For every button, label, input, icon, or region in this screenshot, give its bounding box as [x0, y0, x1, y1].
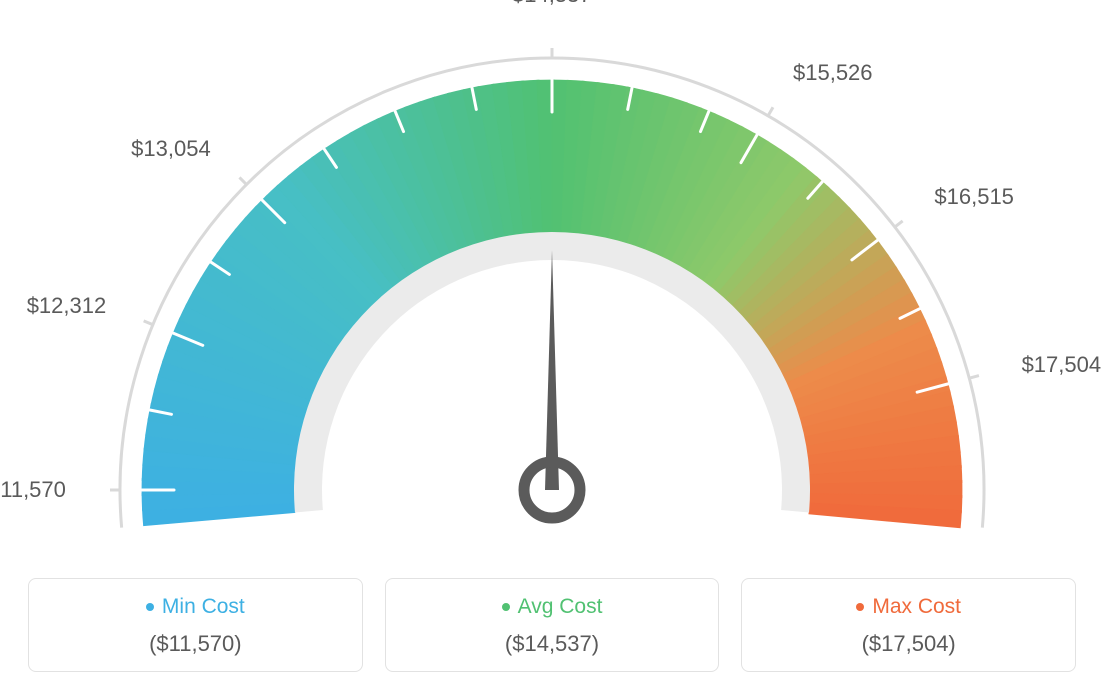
gauge-tick-label: $11,570	[0, 477, 66, 503]
cost-gauge-chart: $11,570 $12,312 $13,054 $14,537 $15,526 $16,5…	[0, 0, 1104, 540]
legend-card-max: Max Cost ($17,504)	[741, 578, 1076, 672]
legend-title-min: Min Cost	[146, 595, 245, 619]
legend-card-avg: Avg Cost ($14,537)	[385, 578, 720, 672]
legend-title-avg: Avg Cost	[502, 595, 603, 619]
legend-card-min: Min Cost ($11,570)	[28, 578, 363, 672]
legend-value-min: ($11,570)	[39, 631, 352, 657]
legend-value-max: ($17,504)	[752, 631, 1065, 657]
legend-row: Min Cost ($11,570) Avg Cost ($14,537) Ma…	[0, 578, 1104, 672]
gauge-tick-label: $15,526	[793, 60, 873, 86]
gauge-tick-label: $17,504	[1022, 352, 1102, 378]
gauge-svg	[0, 0, 1104, 540]
legend-value-avg: ($14,537)	[396, 631, 709, 657]
gauge-tick-label: $12,312	[27, 293, 107, 319]
gauge-tick-label: $14,537	[512, 0, 592, 8]
legend-title-text: Max Cost	[872, 595, 961, 619]
legend-title-text: Avg Cost	[518, 595, 603, 619]
legend-dot-max	[856, 603, 864, 611]
legend-dot-min	[146, 603, 154, 611]
legend-dot-avg	[502, 603, 510, 611]
gauge-tick-label: $13,054	[131, 136, 211, 162]
legend-title-max: Max Cost	[856, 595, 961, 619]
gauge-tick-label: $16,515	[934, 184, 1014, 210]
legend-title-text: Min Cost	[162, 595, 245, 619]
